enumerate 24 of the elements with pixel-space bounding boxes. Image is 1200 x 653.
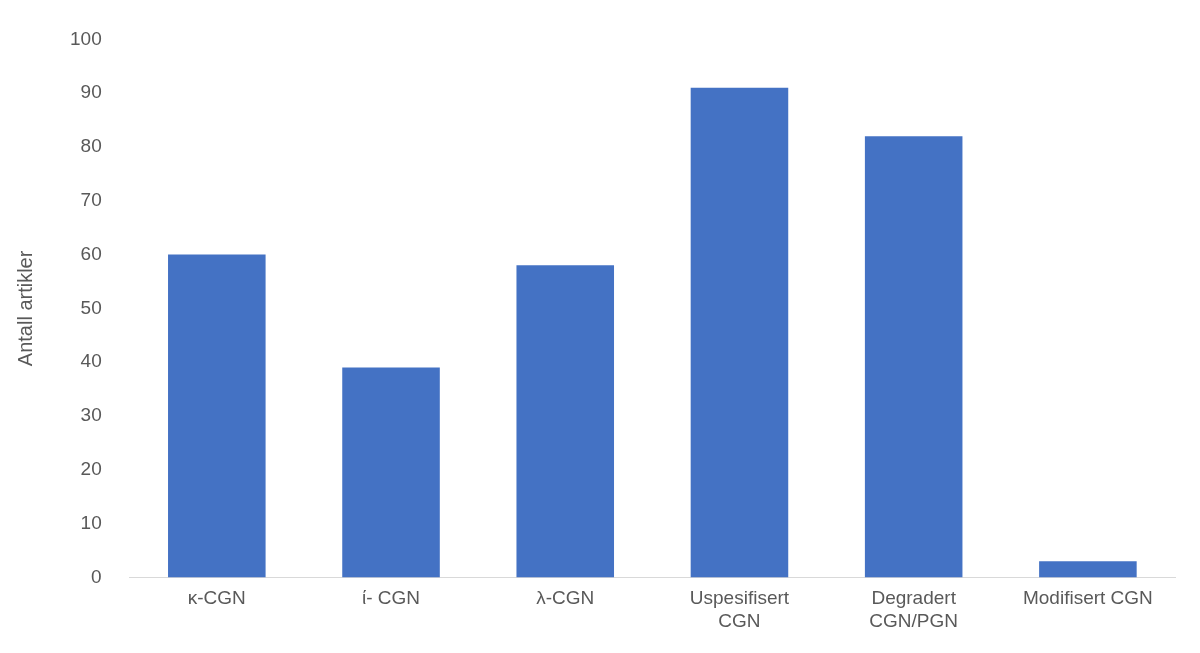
x-tick-label: Modifisert CGN [1022,587,1153,609]
bar [516,265,615,578]
y-tick-label: 90 [80,81,102,103]
y-tick-label: 80 [80,135,102,157]
bar [690,87,789,578]
y-tick-label: 100 [70,27,102,49]
y-tick-label: 30 [80,404,102,426]
y-tick-label: 20 [80,458,102,480]
x-tick-label: κ-CGN [187,587,246,609]
y-tick-label: 0 [91,565,102,587]
bar [864,136,963,578]
x-tick-label: ί- CGN [361,587,421,609]
bar [342,367,440,578]
x-tick-label: Uspesifisert CGN [689,587,790,631]
bar [1039,561,1137,578]
y-tick-label: 70 [80,189,102,211]
y-tick-label: 50 [80,296,102,318]
x-tick-label: Degradert CGN/PGN [869,587,959,631]
bar [168,254,266,578]
y-axis-title: Antall artikler [13,250,36,367]
y-tick-label: 60 [80,242,102,264]
x-tick-label: λ-CGN [536,587,595,609]
y-tick-label: 40 [80,350,102,372]
y-tick-label: 10 [80,511,102,533]
